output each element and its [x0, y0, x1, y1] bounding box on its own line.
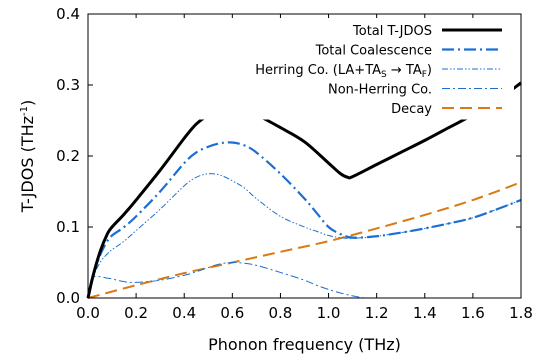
- y-tick-label: 0.3: [56, 76, 80, 94]
- legend-label: Herring Co. (LA+TAS → TAF): [255, 63, 432, 80]
- legend-box: [122, 18, 514, 120]
- ticks-layer: 0.0 0.2 0.4 0.6 0.8 1.0 1.2 1.4 1.6 1.8 0.0 0.1 0.2 0…: [56, 5, 533, 322]
- y-tick-label: 0.4: [56, 5, 80, 23]
- x-tick-label: 0.4: [172, 304, 196, 322]
- series-line-3: [87, 261, 365, 299]
- series-line-1: [86, 141, 522, 299]
- x-tick-label: 0.2: [124, 304, 148, 322]
- series-line-4: [87, 181, 522, 299]
- y-tick-label: 0.2: [56, 147, 80, 165]
- y-axis-label-sup: -1: [19, 106, 30, 116]
- x-tick-label: 0.0: [76, 304, 100, 322]
- legend-label: Non-Herring Co.: [328, 83, 432, 98]
- series-line-2: [87, 173, 522, 299]
- y-tick-label: 0.0: [56, 289, 80, 307]
- x-tick-label: 1.0: [317, 304, 341, 322]
- x-tick-label: 0.6: [220, 304, 244, 322]
- legend-label: Total Coalescence: [315, 44, 432, 59]
- x-tick-label: 1.2: [365, 304, 389, 322]
- x-tick-label: 0.8: [269, 304, 293, 322]
- y-axis-label-main: T-JDOS (THz: [18, 116, 37, 213]
- legend-label: Decay: [391, 102, 432, 117]
- y-axis-label: T-JDOS (THz-1): [18, 100, 37, 214]
- x-tick-label: 1.4: [413, 304, 437, 322]
- legend-label: Total T-JDOS: [352, 24, 432, 39]
- x-tick-label: 1.8: [509, 304, 533, 322]
- x-axis-label: Phonon frequency (THz): [208, 335, 401, 354]
- y-axis-label-end: ): [18, 100, 37, 106]
- y-tick-label: 0.1: [56, 218, 80, 236]
- x-tick-label: 1.6: [461, 304, 485, 322]
- legend: Total T-JDOS Total Coalescence Herring Co.…: [122, 18, 514, 120]
